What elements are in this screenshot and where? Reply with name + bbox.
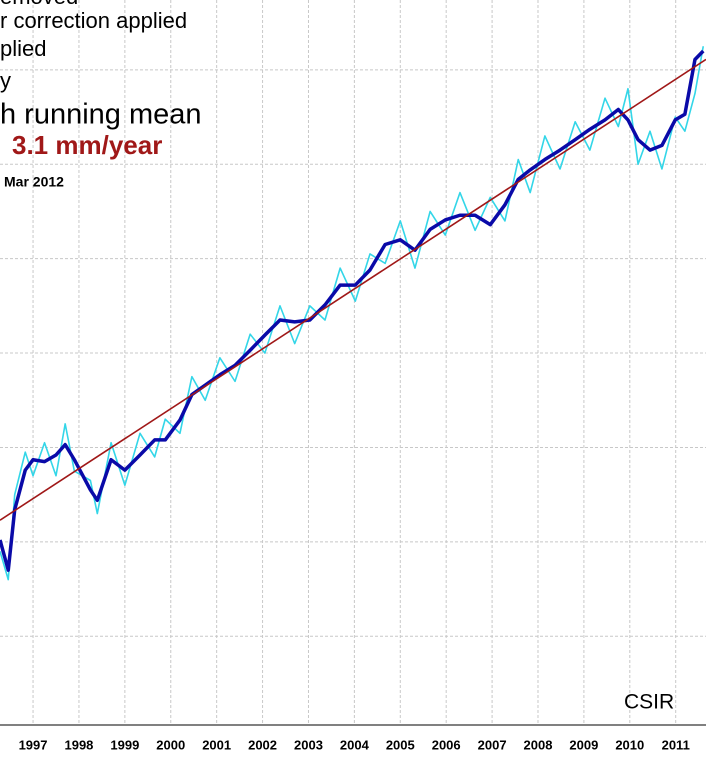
- x-tick-label: 2003: [294, 737, 323, 752]
- series-line: [0, 58, 706, 521]
- x-tick-label: 2000: [156, 737, 185, 752]
- x-tick-label: 2002: [248, 737, 277, 752]
- x-tick-label: 2011: [662, 737, 690, 752]
- series-line: [0, 46, 705, 581]
- x-tick-label: 2001: [202, 737, 231, 752]
- x-tick-label: 1999: [110, 737, 139, 752]
- x-tick-label: 1997: [19, 737, 48, 752]
- annotation: plied: [0, 36, 46, 61]
- x-tick-label: 2010: [615, 737, 644, 752]
- annotation: y: [0, 68, 11, 93]
- annotation: CSIR: [624, 691, 674, 714]
- x-tick-label: 2007: [478, 737, 507, 752]
- annotation: emoved: [0, 0, 78, 9]
- x-tick-label: 2009: [569, 737, 598, 752]
- annotation: 3.1 mm/year: [12, 130, 162, 160]
- x-tick-label: 2004: [340, 737, 370, 752]
- x-tick-label: 2005: [386, 737, 415, 752]
- x-tick-label: 1998: [64, 737, 93, 752]
- x-tick-label: 2008: [524, 737, 553, 752]
- x-tick-label: 2006: [432, 737, 461, 752]
- series-line: [0, 49, 705, 572]
- annotation: h running mean: [0, 99, 202, 131]
- annotation: Mar 2012: [4, 174, 64, 190]
- annotation: r correction applied: [0, 8, 187, 33]
- plot: [0, 46, 706, 581]
